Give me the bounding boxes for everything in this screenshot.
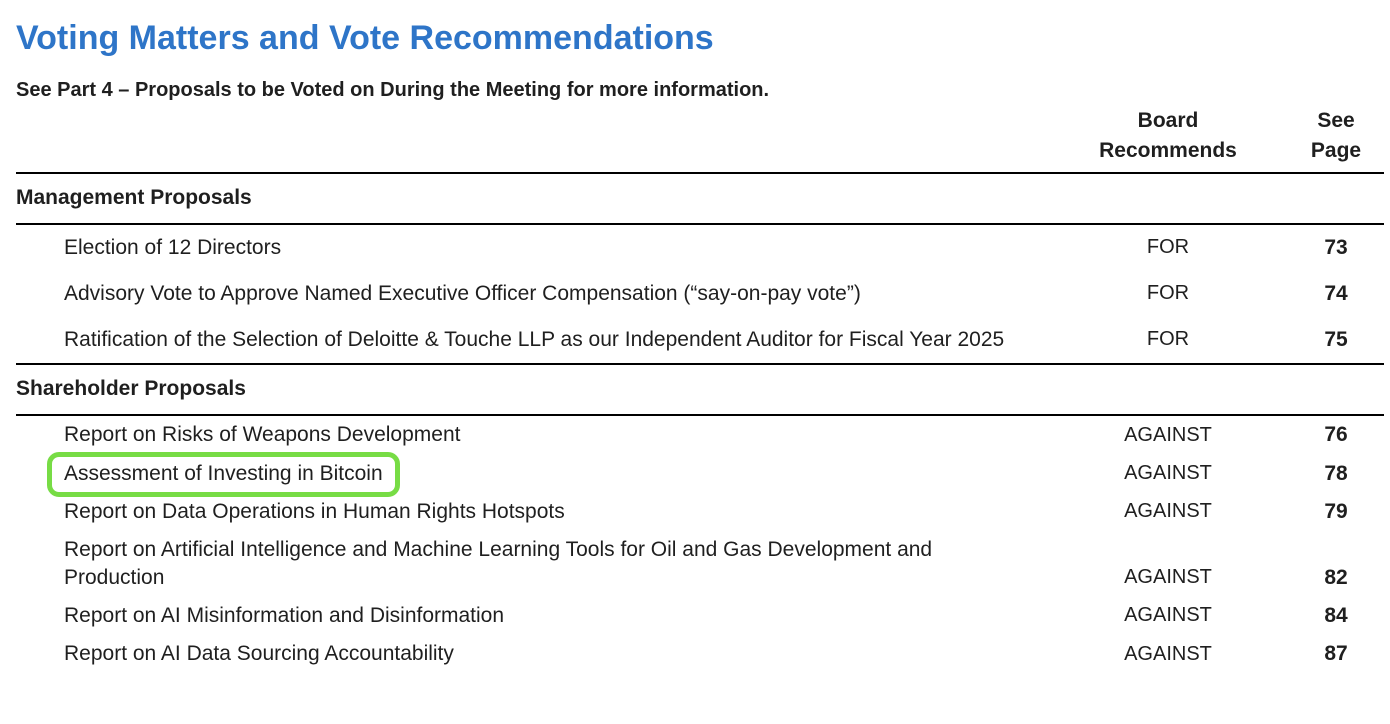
page-number: 79 (1324, 499, 1348, 523)
board-recommendation: FOR (1146, 328, 1190, 351)
proposal-text: Report on AI Data Sourcing Accountabilit… (64, 642, 454, 666)
board-recommendation: AGAINST (1124, 642, 1212, 665)
page-number: 76 (1324, 423, 1348, 447)
column-header-see-page: See Page (1310, 108, 1362, 163)
board-recommendation: FOR (1146, 236, 1190, 259)
highlight-annotation: Assessment of Investing in Bitcoin (47, 451, 400, 497)
board-recommendation: AGAINST (1124, 604, 1212, 627)
board-recommendation: AGAINST (1124, 500, 1212, 522)
table-row: Assessment of Investing in Bitcoin AGAIN… (16, 451, 1384, 497)
board-recommendation: FOR (1146, 282, 1190, 305)
proposal-text: Report on AI Misinformation and Disinfor… (64, 604, 505, 628)
table-row: Report on Artificial Intelligence and Ma… (16, 531, 1384, 597)
section-management-proposals: Management Proposals Election of 12 Dire… (16, 174, 1384, 364)
table-row: Ratification of the Selection of Deloitt… (16, 317, 1384, 363)
table-row: Report on Data Operations in Human Right… (16, 493, 1384, 531)
board-recommendation: AGAINST (1124, 423, 1212, 446)
board-recommendation: AGAINST (1124, 566, 1212, 589)
proposal-text: Report on Data Operations in Human Right… (64, 499, 565, 523)
divider (16, 222, 1384, 225)
divider (16, 363, 1384, 366)
page-number: 87 (1324, 642, 1348, 666)
page-title: Voting Matters and Vote Recommendations (16, 19, 714, 57)
subtitle: See Part 4 – Proposals to be Voted on Du… (16, 78, 770, 101)
page-number: 75 (1324, 328, 1348, 352)
proxy-document-page: Voting Matters and Vote Recommendations … (16, 19, 1384, 673)
page-number: 84 (1324, 604, 1348, 628)
column-header-board-recommends: Board Recommends (1099, 108, 1237, 163)
page-number: 78 (1324, 461, 1348, 485)
proposal-text: Report on Artificial Intelligence and Ma… (64, 537, 933, 589)
table-row: Report on AI Data Sourcing Accountabilit… (16, 635, 1384, 673)
section-shareholder-proposals: Shareholder Proposals Report on Risks of… (16, 365, 1384, 673)
table-column-headers: Board Recommends See Page (16, 106, 1384, 167)
page-number: 73 (1324, 235, 1348, 259)
section-heading: Shareholder Proposals (16, 377, 246, 401)
board-recommendation: AGAINST (1124, 461, 1212, 484)
divider (16, 414, 1384, 417)
section-heading: Management Proposals (16, 185, 252, 209)
table-row: Report on Risks of Weapons Development A… (16, 416, 1384, 454)
proposal-text: Election of 12 Directors (64, 235, 282, 259)
proposal-text: Ratification of the Selection of Deloitt… (64, 328, 1005, 352)
proposal-text: Advisory Vote to Approve Named Executive… (64, 281, 861, 305)
divider (16, 171, 1384, 174)
table-row: Report on AI Misinformation and Disinfor… (16, 597, 1384, 635)
table-row: Election of 12 Directors FOR 73 (16, 225, 1384, 271)
page-number: 82 (1324, 565, 1348, 589)
page-number: 74 (1324, 281, 1348, 305)
table-row: Advisory Vote to Approve Named Executive… (16, 271, 1384, 317)
proposal-text: Report on Risks of Weapons Development (64, 423, 461, 447)
